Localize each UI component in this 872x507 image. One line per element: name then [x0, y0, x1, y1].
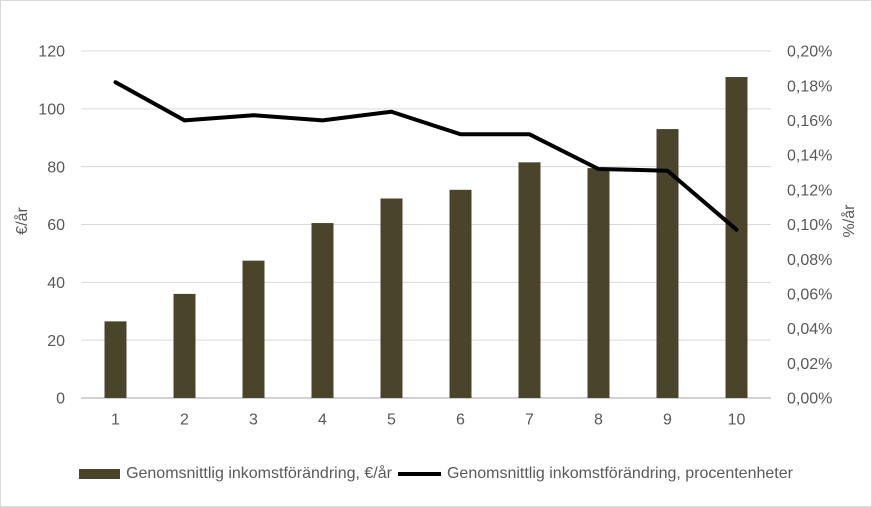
y-right-tick-label: 0,14%	[787, 148, 832, 165]
bar-decile-10	[725, 77, 748, 399]
y-right-tick-label: 0,20%	[787, 44, 832, 61]
y-left-tick-label: 0	[56, 391, 65, 408]
bar-decile-4	[311, 223, 334, 398]
y-right-tick-label: 0,10%	[787, 217, 832, 234]
left-axis-title: €/år	[14, 207, 31, 235]
x-tick-label: 8	[594, 412, 603, 429]
legend-item-bars: Genomsnittlig inkomstförändring, €/år	[79, 465, 392, 483]
y-right-tick-label: 0,00%	[787, 391, 832, 408]
bar-series-swatch	[79, 469, 121, 479]
legend: Genomsnittlig inkomstförändring, €/år Ge…	[1, 465, 871, 483]
legend-label-line: Genomsnittlig inkomstförändring, procent…	[446, 465, 793, 482]
x-tick-label: 6	[456, 412, 465, 429]
x-tick-label: 7	[525, 412, 534, 429]
bar-decile-7	[518, 162, 541, 398]
x-tick-label: 1	[111, 412, 120, 429]
y-right-tick-label: 0,12%	[787, 182, 832, 199]
x-tick-label: 2	[180, 412, 189, 429]
bar-decile-6	[449, 189, 472, 398]
x-tick-label: 5	[387, 412, 396, 429]
x-tick-label: 3	[249, 412, 258, 429]
x-tick-label: 4	[318, 412, 327, 429]
bar-decile-2	[173, 293, 196, 398]
bar-decile-8	[587, 168, 610, 398]
x-tick-label: 9	[663, 412, 672, 429]
y-right-tick-label: 0,16%	[787, 113, 832, 130]
y-left-tick-label: 100	[38, 101, 65, 118]
legend-item-line: Genomsnittlig inkomstförändring, procent…	[397, 465, 793, 483]
y-left-tick-label: 20	[47, 333, 65, 350]
bar-decile-5	[380, 198, 403, 398]
line-series-swatch	[397, 472, 441, 476]
bar-decile-9	[656, 129, 679, 398]
y-left-tick-label: 80	[47, 159, 65, 176]
legend-label-bars: Genomsnittlig inkomstförändring, €/år	[126, 465, 392, 482]
y-right-tick-label: 0,02%	[787, 356, 832, 373]
y-left-tick-label: 60	[47, 217, 65, 234]
right-axis-title: %/år	[841, 204, 858, 238]
y-left-tick-label: 40	[47, 275, 65, 292]
y-left-tick-label: 120	[38, 44, 65, 61]
x-tick-label: 10	[728, 412, 746, 429]
y-right-tick-label: 0,04%	[787, 321, 832, 338]
y-right-tick-label: 0,08%	[787, 252, 832, 269]
bar-decile-3	[242, 260, 265, 398]
y-right-tick-label: 0,18%	[787, 78, 832, 95]
y-right-tick-label: 0,06%	[787, 287, 832, 304]
trend-line	[113, 80, 739, 232]
bar-decile-1	[104, 321, 127, 398]
